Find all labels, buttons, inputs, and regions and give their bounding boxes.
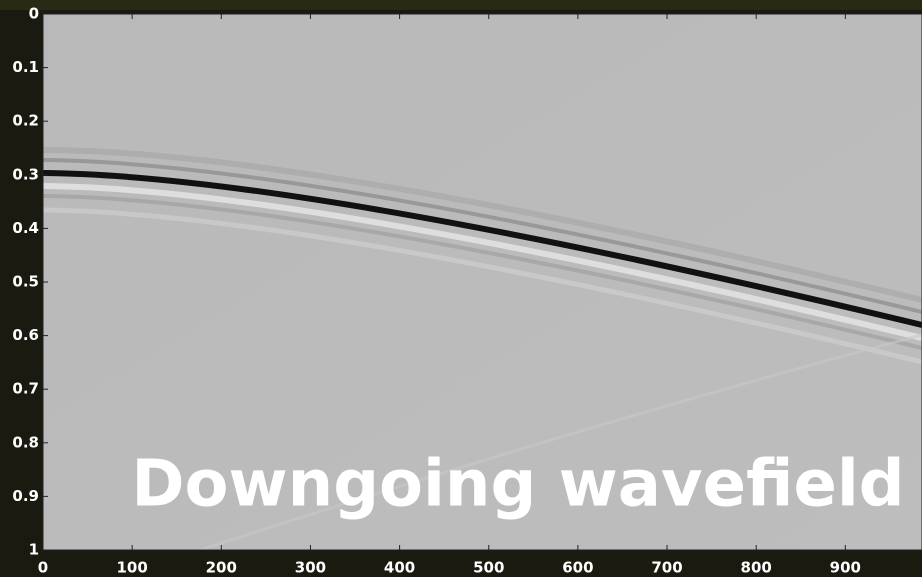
x-tick-label: 400	[384, 559, 415, 577]
wave-band	[43, 147, 922, 303]
x-tick-label: 600	[562, 559, 593, 577]
wave-band	[43, 183, 922, 341]
y-tick-label: 0.6	[12, 326, 39, 344]
y-tick-label: 0.7	[12, 380, 39, 398]
x-tick-label: 100	[116, 559, 147, 577]
wave-band	[43, 207, 922, 365]
y-tick-label: 0.2	[12, 112, 39, 130]
x-tick-label: 900	[830, 559, 861, 577]
x-tick-label: 500	[473, 559, 504, 577]
y-tick-label: 0.5	[12, 273, 39, 291]
y-tick-label: 0.9	[12, 487, 39, 505]
x-tick-label: 300	[295, 559, 326, 577]
wavefront	[43, 170, 922, 328]
wavefield-image	[43, 14, 922, 550]
y-tick-label: 0.3	[12, 165, 39, 183]
wave-band	[199, 333, 922, 550]
x-tick-label: 200	[206, 559, 237, 577]
wave-band	[43, 194, 922, 350]
y-tick-label: 0.1	[12, 58, 39, 76]
y-tick-label: 0.8	[12, 433, 39, 451]
y-tick-label: 0.4	[12, 219, 39, 237]
top-band	[0, 0, 922, 10]
x-tick-label: 0	[38, 559, 48, 577]
y-tick-label: 0	[29, 5, 39, 23]
x-tick-label: 800	[741, 559, 772, 577]
x-tick-label: 700	[651, 559, 682, 577]
y-tick-label: 1	[29, 541, 39, 559]
wave-band	[43, 158, 922, 314]
annotation: Downgoing wavefield	[131, 448, 904, 522]
